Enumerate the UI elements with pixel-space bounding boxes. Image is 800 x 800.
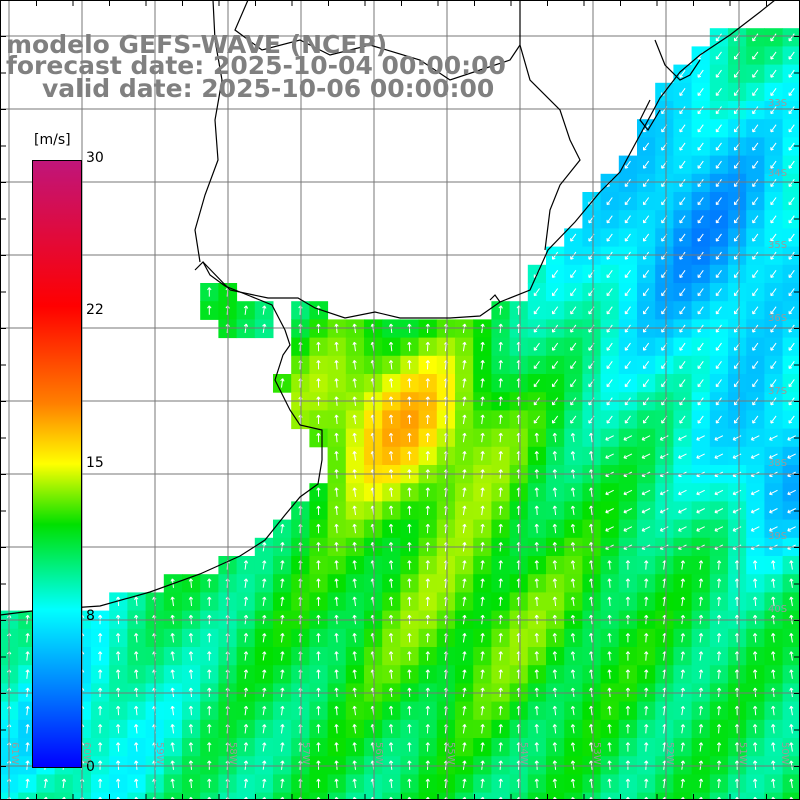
colorbar-tick-15: 15	[86, 455, 104, 471]
forecast-date-title: forecast date: 2025-10-04 00:00:00	[6, 51, 506, 80]
coastline	[0, 0, 776, 616]
model-title: modelo GEFS-WAVE (NCEP)	[6, 30, 388, 59]
lat-label: 36S	[768, 313, 788, 324]
lat-label: 33S	[768, 98, 788, 109]
lon-label: 55W	[445, 742, 456, 765]
wind-speed-field	[0, 28, 800, 800]
lon-label: 54W	[518, 742, 529, 765]
lat-label: 40S	[768, 604, 788, 615]
lat-label: 34S	[768, 168, 788, 179]
lat-label: 37S	[768, 386, 788, 397]
lon-label: 57W	[300, 742, 311, 765]
wind-arrows	[7, 33, 796, 800]
lon-label: 53W	[591, 742, 602, 765]
lon-label: 56W	[373, 742, 384, 765]
colorbar-unit: [m/s]	[34, 132, 71, 148]
colorbar-tick-30: 30	[86, 150, 104, 166]
lon-label: 61W	[9, 742, 20, 765]
colorbar-tick-22: 22	[86, 302, 104, 318]
colorbar-tick-8: 8	[86, 608, 95, 624]
lat-label: 35S	[768, 240, 788, 251]
lat-label: 38S	[768, 458, 788, 469]
lon-label: 52W	[664, 742, 675, 765]
valid-date-title: valid date: 2025-10-06 00:00:00	[42, 74, 495, 103]
lon-label: 51W	[737, 742, 748, 765]
lon-label: 60W	[81, 742, 92, 765]
lat-label: 39S	[768, 531, 788, 542]
lon-label: 50W	[779, 742, 790, 765]
lon-label: 58W	[227, 742, 238, 765]
lon-label: 59W	[154, 742, 165, 765]
colorbar-tick-0: 0	[86, 759, 95, 775]
colorbar	[32, 160, 82, 768]
